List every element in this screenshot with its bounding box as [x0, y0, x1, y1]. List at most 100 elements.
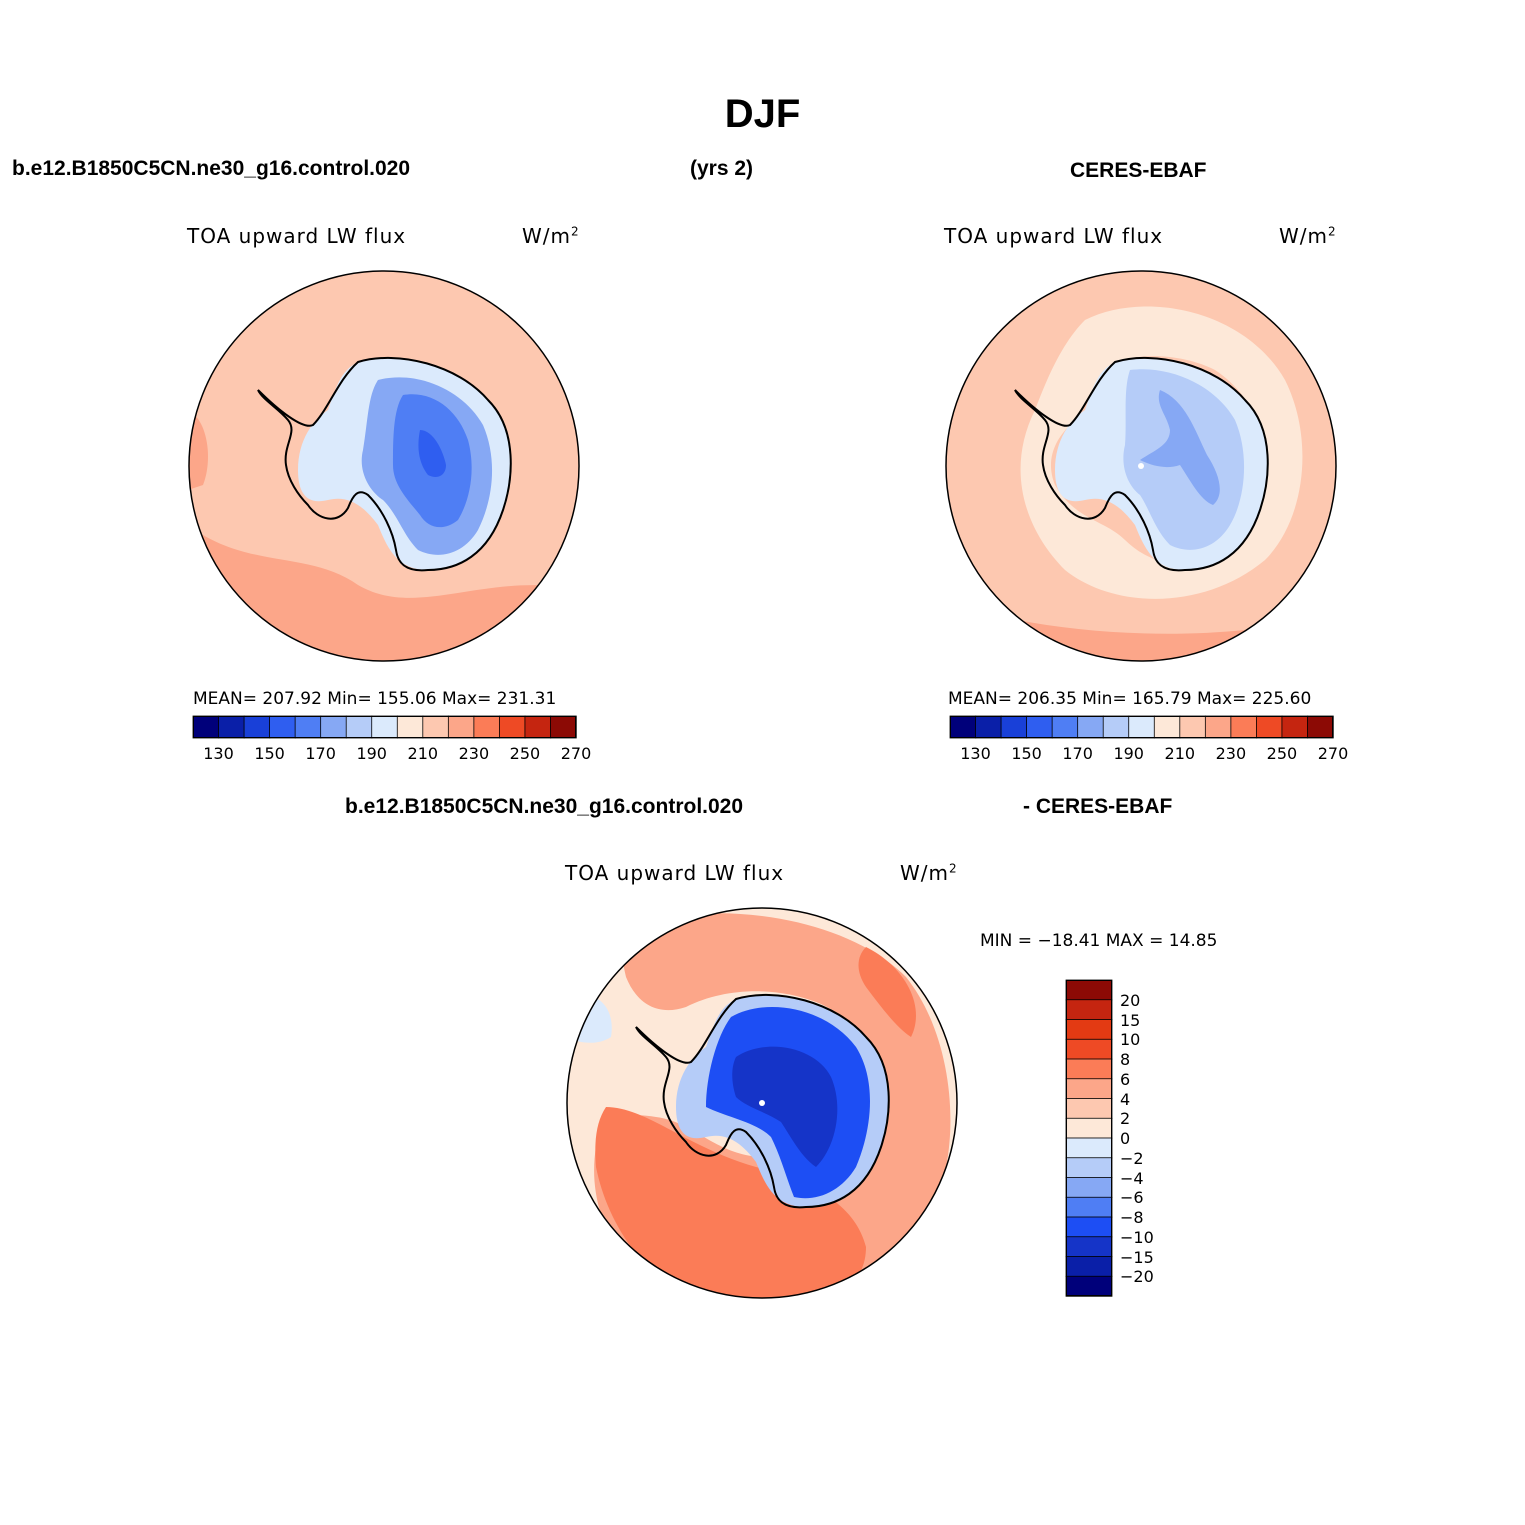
- panel2-stats: MEAN= 206.35 Min= 165.79 Max= 225.60: [948, 689, 1312, 709]
- colorbar-swatch: [447, 715, 475, 739]
- colorbar-swatch: [1026, 715, 1053, 739]
- colorbar-swatch: [1065, 1256, 1113, 1277]
- colorbar-swatch: [1065, 979, 1113, 1001]
- colorbar-tick-label: 210: [407, 744, 439, 763]
- colorbar-swatch: [1065, 1078, 1113, 1100]
- colorbar-swatch: [524, 715, 552, 739]
- antarctica-coastline: [1014, 356, 1269, 572]
- diff-obs-header: - CERES-EBAF: [1023, 795, 1173, 818]
- panel3-colorbar: [1065, 979, 1113, 1297]
- colorbar-tick-label: −6: [1120, 1188, 1144, 1208]
- colorbar-swatch: [1102, 715, 1130, 739]
- colorbar-tick-label: 130: [960, 744, 991, 763]
- colorbar-swatch: [1065, 1038, 1113, 1060]
- colorbar-swatch: [1307, 715, 1334, 739]
- case-name-header: b.e12.B1850C5CN.ne30_g16.control.020: [12, 157, 411, 180]
- antarctica-negative-core: [732, 1046, 838, 1167]
- pole-marker: [1138, 463, 1144, 469]
- diff-case-header: b.e12.B1850C5CN.ne30_g16.control.020: [345, 795, 744, 818]
- colorbar-tick-label: 10: [1120, 1030, 1141, 1050]
- panel3-ticks: 20 15 10 8 6 4 2 0 −2 −4 −6 −8 −10 −15 −20: [1120, 980, 1180, 1296]
- colorbar-swatch: [1077, 715, 1104, 739]
- colorbar-swatch: [1230, 715, 1258, 739]
- panel3-variable-title: TOA upward LW flux: [565, 861, 785, 885]
- colorbar-swatch: [269, 715, 296, 739]
- panel2-colorbar: [949, 715, 1334, 739]
- colorbar-swatch: [192, 715, 220, 739]
- colorbar-tick-label: 0: [1120, 1129, 1131, 1148]
- colorbar-tick-label: 170: [1062, 744, 1093, 763]
- strong-positive-east: [858, 947, 916, 1037]
- panel1-ticks: 130 150 170 190 210 230 250 270: [193, 744, 591, 764]
- panel3-stats: MIN = −18.41 MAX = 14.85: [980, 931, 1218, 951]
- colorbar-swatches: [1065, 979, 1113, 1297]
- colorbar-tick-label: −8: [1120, 1208, 1144, 1227]
- colorbar-tick-label: −2: [1120, 1148, 1144, 1168]
- antarctica-ice-min: [418, 430, 446, 477]
- colorbar-swatch: [1065, 1177, 1113, 1198]
- panel3-units: W/m2: [900, 861, 958, 885]
- colorbar-tick-label: 150: [254, 744, 285, 763]
- colorbar-swatch: [1065, 1019, 1113, 1040]
- colorbar-swatch: [1065, 1196, 1113, 1218]
- colorbar-swatch: [1051, 715, 1079, 739]
- colorbar-tick-label: 20: [1120, 990, 1141, 1010]
- colorbar-swatch: [1204, 715, 1232, 739]
- years-header: (yrs 2): [690, 157, 754, 180]
- colorbar-swatches: [949, 715, 1334, 739]
- panel1-variable-title: TOA upward LW flux: [187, 224, 407, 248]
- colorbar-swatch: [1065, 999, 1113, 1021]
- panel1-colorbar: [192, 715, 577, 739]
- colorbar-tick-label: 6: [1120, 1069, 1131, 1089]
- colorbar-swatch: [1065, 1275, 1113, 1297]
- colorbar-tick-label: 270: [560, 744, 592, 763]
- colorbar-swatch: [1065, 1117, 1113, 1139]
- panel2-units: W/m2: [1279, 224, 1337, 248]
- colorbar-swatch: [498, 715, 526, 739]
- colorbar-swatch: [1179, 715, 1207, 739]
- colorbar-tick-label: 8: [1120, 1050, 1131, 1069]
- colorbar-swatch: [1065, 1236, 1113, 1258]
- panel1-map: [188, 270, 580, 662]
- colorbar-tick-label: 230: [458, 744, 490, 763]
- colorbar-tick-label: 190: [356, 744, 387, 763]
- colorbar-swatch: [1065, 1137, 1113, 1159]
- antarctica-ice-ridge: [1140, 390, 1220, 505]
- colorbar-swatch: [550, 715, 577, 739]
- panel1-units: W/m2: [522, 224, 580, 248]
- antarctica-coastline: [257, 356, 512, 572]
- colorbar-tick-label: −20: [1120, 1267, 1154, 1287]
- colorbar-swatch: [1128, 715, 1155, 739]
- panel1-stats: MEAN= 207.92 Min= 155.06 Max= 231.31: [193, 689, 557, 709]
- panel2-map: [945, 270, 1337, 662]
- colorbar-swatch: [371, 715, 398, 739]
- colorbar-swatch: [320, 715, 347, 739]
- colorbar-swatch: [396, 715, 424, 739]
- strong-positive-south: [595, 1107, 866, 1298]
- antarctica-coastline: [635, 993, 890, 1209]
- colorbar-swatch: [949, 715, 977, 739]
- colorbar-tick-label: 250: [509, 744, 541, 763]
- colorbar-tick-label: 190: [1113, 744, 1144, 763]
- obs-name-header: CERES-EBAF: [1070, 159, 1207, 182]
- colorbar-swatch: [975, 715, 1002, 739]
- colorbar-tick-label: −4: [1120, 1168, 1144, 1188]
- colorbar-swatch: [1065, 1058, 1113, 1080]
- colorbar-swatch: [243, 715, 271, 739]
- colorbar-tick-label: 4: [1120, 1089, 1131, 1109]
- colorbar-swatch: [1065, 1216, 1113, 1238]
- colorbar-swatch: [1281, 715, 1309, 739]
- colorbar-tick-label: 210: [1164, 744, 1196, 763]
- figure-title: DJF: [724, 92, 801, 136]
- panel3-map: [566, 907, 958, 1299]
- panel2-variable-title: TOA upward LW flux: [944, 224, 1164, 248]
- colorbar-tick-label: 130: [203, 744, 234, 763]
- colorbar-swatch: [1255, 715, 1283, 739]
- colorbar-tick-label: −15: [1120, 1247, 1154, 1267]
- colorbar-swatch: [294, 715, 322, 739]
- colorbar-swatch: [218, 715, 245, 739]
- colorbar-tick-label: −10: [1120, 1227, 1154, 1247]
- colorbar-tick-label: 15: [1120, 1010, 1141, 1030]
- colorbar-tick-label: 170: [305, 744, 336, 763]
- colorbar-tick-label: 2: [1120, 1109, 1131, 1129]
